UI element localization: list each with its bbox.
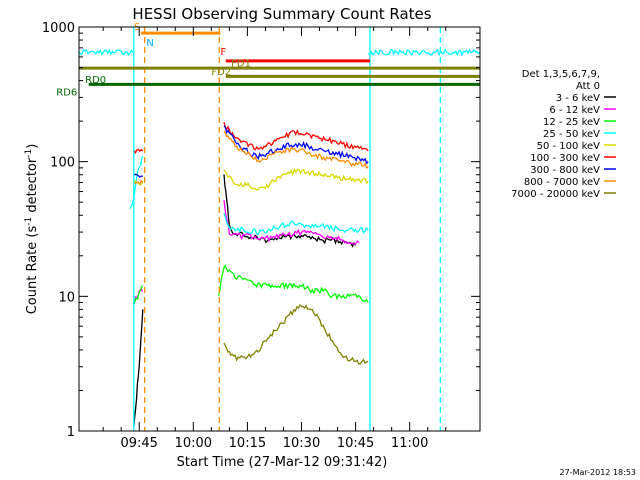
y-tick-label: 1000 [42, 21, 75, 36]
x-tick-label: 09:45 [120, 436, 157, 451]
y-axis-label-sup-2: -1 [24, 149, 34, 158]
flag-label-rd6: RD6 [56, 87, 77, 98]
series-100-300-kev [133, 121, 369, 155]
series-line-100-300-kev [223, 121, 369, 152]
y-axis-label-part-1: Count Rate (s [25, 226, 40, 315]
legend-entry-label: 100 - 300 keV [530, 153, 600, 164]
flag-label-f: F [220, 47, 226, 58]
y-axis-label-sup-1: -1 [24, 217, 34, 226]
chart-title: HESSI Observing Summary Count Rates [132, 5, 431, 23]
x-tick-label: 11:00 [391, 436, 428, 451]
vline-layer [133, 27, 441, 431]
legend-entry-label: 12 - 25 keV [543, 117, 600, 128]
series-12-25-kev [133, 263, 369, 306]
series-line-12-25-kev [133, 285, 144, 306]
series-line-25-50-kev [129, 155, 144, 209]
y-tick-label: 1 [67, 425, 75, 440]
series-line-800-7000-kev [223, 130, 369, 170]
legend-entry-label: 25 - 50 keV [543, 129, 600, 140]
series-layer [79, 48, 480, 428]
series-line-300-800-kev [223, 125, 369, 165]
legend-title: Att 0 [576, 81, 600, 92]
y-tick-label: 10 [58, 290, 75, 305]
legend-entry-label: 3 - 6 keV [556, 93, 600, 104]
series-line-12-25-kev [217, 263, 369, 303]
series-line-50-100-kev [133, 179, 144, 186]
series-300-800-kev [133, 125, 369, 178]
series-line-300-800-kev [133, 173, 143, 178]
x-tick-label: 10:45 [337, 436, 374, 451]
series-line-6-12-kev [223, 200, 360, 245]
legend-entry-label: 300 - 800 keV [530, 165, 600, 176]
series-800-7000-kev [133, 130, 369, 186]
series-line-800-7000-kev [133, 179, 144, 186]
flag-label-n: N [146, 38, 153, 49]
x-tick-label: 10:00 [175, 436, 212, 451]
legend-entry-label: 6 - 12 keV [549, 105, 600, 116]
series-50-100-kev [133, 167, 369, 191]
series-line-100-300-kev [133, 148, 144, 155]
series-line-25-50-kev [223, 212, 369, 236]
legend-title: Det 1,3,5,6,7,9, [522, 69, 600, 80]
y-tick-label: 100 [50, 156, 75, 171]
flag-label-rd0: RD0 [85, 75, 106, 86]
flag-label-fd2: FD2 [211, 67, 231, 78]
axis-layer: 09:45 10:00 10:15 10:30 10:45 11:00 1 10 100 1000 [42, 21, 480, 451]
series-line-50-100-kev [223, 167, 369, 191]
plot-frame [78, 26, 481, 432]
flag-label-fd1: FD1 [231, 58, 251, 69]
series-line-7000-20000-kev [223, 304, 369, 365]
y-axis-label: Count Rate (s-1 detector-1) [24, 144, 40, 315]
series-line-3-6-kev [133, 309, 144, 428]
series-line-25-50-kev [79, 48, 134, 56]
legend-entry-label: 7000 - 20000 keV [511, 189, 600, 200]
series-line-25-50-kev [368, 48, 480, 57]
series-25-50-kev [79, 48, 480, 236]
legend-entry-label: 800 - 7000 keV [524, 177, 600, 188]
x-tick-label: 10:30 [283, 436, 320, 451]
y-axis-label-part-3: ) [25, 144, 40, 149]
timestamp: 27-Mar-2012 18:53 [560, 468, 637, 477]
legend-entry-label: 50 - 100 keV [537, 141, 601, 152]
x-axis-label: Start Time (27-Mar-12 09:31:42) [177, 455, 388, 470]
y-axis-label-part-2: detector [25, 157, 40, 217]
series-7000-20000-kev [223, 304, 369, 365]
x-tick-label: 10:15 [229, 436, 266, 451]
